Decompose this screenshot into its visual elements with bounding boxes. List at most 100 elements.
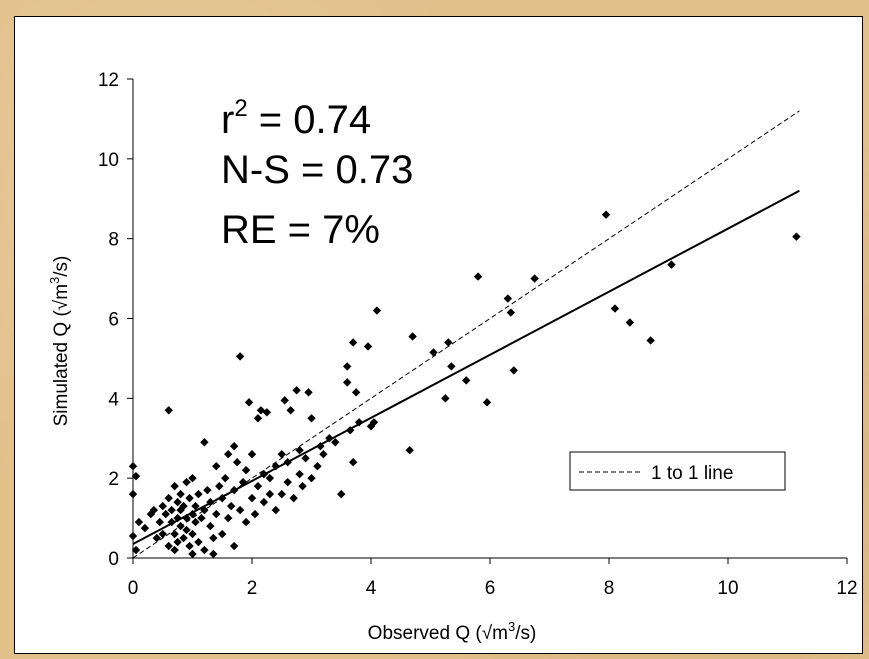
data-point — [173, 537, 182, 547]
data-point — [667, 260, 676, 269]
legend-label-one-to-one: 1 to 1 line — [651, 463, 733, 484]
data-point — [247, 450, 257, 459]
data-point — [372, 306, 382, 315]
data-point — [212, 461, 221, 471]
data-point — [313, 461, 322, 471]
x-tick-label: 6 — [485, 578, 496, 599]
data-point — [280, 396, 289, 405]
data-point — [348, 458, 358, 467]
data-point — [792, 232, 801, 241]
y-tick-label: 6 — [108, 310, 119, 331]
data-point — [265, 473, 275, 483]
data-point — [218, 529, 227, 539]
nash-sutcliffe-annotation: N-S = 0.73 — [221, 148, 413, 192]
data-point — [170, 545, 179, 555]
data-point — [283, 458, 292, 467]
data-point — [298, 481, 307, 491]
data-point — [164, 541, 173, 551]
y-tick-label: 8 — [108, 230, 119, 251]
data-point — [140, 523, 150, 533]
data-point — [194, 537, 203, 547]
data-point — [283, 477, 292, 487]
data-point — [462, 376, 471, 385]
data-point — [188, 509, 197, 519]
data-point — [229, 485, 239, 495]
data-point — [354, 418, 364, 427]
data-point — [229, 541, 239, 551]
data-point — [503, 294, 513, 303]
data-point — [241, 517, 251, 527]
data-point — [200, 438, 209, 447]
data-point — [250, 509, 260, 519]
data-point — [244, 398, 254, 407]
data-point — [601, 210, 611, 219]
data-point — [316, 442, 325, 451]
data-point — [241, 465, 251, 475]
data-point — [188, 549, 197, 559]
data-point — [158, 501, 167, 511]
data-point — [530, 274, 539, 283]
data-point — [369, 418, 379, 427]
data-point — [325, 434, 334, 443]
y-axis-label: Simulated Q (√m3/s) — [47, 256, 72, 427]
data-point — [277, 450, 286, 459]
data-point — [286, 406, 295, 415]
data-point — [188, 473, 197, 483]
data-points — [128, 210, 801, 559]
data-point — [176, 489, 185, 499]
one-to-one-line — [132, 110, 800, 559]
data-point — [155, 517, 164, 527]
data-point — [173, 497, 182, 507]
legend: 1 to 1 line — [569, 451, 786, 491]
data-point — [176, 521, 185, 531]
y-tick-label: 2 — [108, 469, 119, 490]
data-point — [625, 318, 635, 327]
data-point — [229, 442, 239, 451]
data-point — [307, 473, 316, 483]
data-point — [319, 450, 328, 459]
data-point — [188, 529, 197, 539]
data-point — [215, 481, 224, 491]
data-point — [343, 362, 352, 371]
data-point — [221, 473, 230, 483]
data-point — [408, 332, 417, 341]
data-point — [271, 505, 280, 515]
data-point — [444, 338, 453, 347]
data-point — [307, 414, 316, 423]
data-point — [218, 493, 227, 503]
data-point — [348, 338, 358, 347]
data-point — [429, 348, 438, 357]
data-point — [277, 489, 286, 499]
data-point — [247, 493, 257, 503]
axis-ticks: 0 2 4 6 8 10 12 0 2 4 6 8 10 12 — [98, 70, 858, 599]
axes — [132, 79, 847, 559]
data-point — [158, 529, 167, 539]
data-point — [259, 469, 269, 479]
data-point — [295, 446, 304, 455]
data-point — [200, 545, 209, 555]
data-point — [301, 454, 310, 463]
relative-error-annotation: RE = 7% — [221, 208, 380, 252]
x-tick-label: 10 — [717, 578, 738, 599]
data-point — [253, 481, 263, 491]
data-point — [363, 342, 373, 351]
data-point — [224, 513, 233, 523]
data-point — [131, 471, 141, 481]
data-point — [259, 497, 269, 507]
data-point — [146, 509, 156, 519]
data-point — [185, 493, 194, 503]
data-point — [232, 458, 242, 467]
data-point — [253, 414, 263, 423]
chart-frame: 0 2 4 6 8 10 12 0 2 4 6 8 10 12 r2 = 0.74 N-S = 0.73 … — [14, 16, 863, 654]
data-point — [235, 352, 245, 361]
data-point — [506, 308, 516, 317]
data-point — [337, 489, 346, 499]
x-tick-label: 4 — [366, 578, 377, 599]
data-point — [209, 533, 218, 543]
x-tick-label: 8 — [604, 578, 615, 599]
data-point — [447, 362, 456, 371]
data-point — [289, 493, 298, 503]
y-tick-label: 4 — [108, 389, 119, 410]
x-tick-label: 0 — [128, 578, 139, 599]
